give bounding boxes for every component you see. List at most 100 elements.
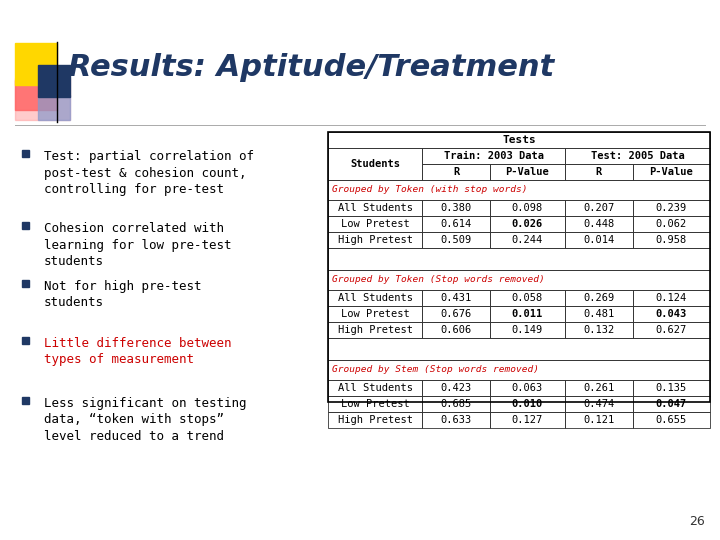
- Bar: [422, 306, 490, 322]
- Text: Not for high pre-test
students: Not for high pre-test students: [44, 280, 202, 309]
- Bar: [422, 216, 490, 232]
- Text: 0.058: 0.058: [512, 293, 543, 303]
- Bar: [328, 232, 422, 248]
- Text: 0.063: 0.063: [512, 383, 543, 393]
- Text: Less significant on testing
data, “token with stops”
level reduced to a trend: Less significant on testing data, “token…: [44, 397, 246, 443]
- Bar: [633, 200, 710, 216]
- Bar: [328, 396, 422, 412]
- Bar: [565, 148, 710, 164]
- Bar: [22, 280, 29, 287]
- Bar: [633, 396, 710, 412]
- Bar: [490, 290, 565, 306]
- Text: 0.121: 0.121: [583, 415, 615, 425]
- Bar: [328, 180, 710, 200]
- Bar: [328, 338, 710, 360]
- Text: 0.633: 0.633: [441, 415, 472, 425]
- Bar: [565, 412, 633, 428]
- Bar: [565, 322, 633, 338]
- Bar: [565, 396, 633, 412]
- Bar: [565, 200, 633, 216]
- Text: Test: 2005 Data: Test: 2005 Data: [590, 151, 685, 161]
- Bar: [490, 216, 565, 232]
- Bar: [490, 164, 565, 180]
- Text: 0.614: 0.614: [441, 219, 472, 229]
- Text: Grouped by Stem (Stop words removed): Grouped by Stem (Stop words removed): [332, 366, 539, 375]
- Bar: [328, 412, 422, 428]
- Bar: [328, 290, 422, 306]
- Text: Low Pretest: Low Pretest: [341, 309, 410, 319]
- Bar: [490, 306, 565, 322]
- Text: High Pretest: High Pretest: [338, 235, 413, 245]
- Bar: [422, 148, 565, 164]
- Text: 0.207: 0.207: [583, 203, 615, 213]
- Bar: [565, 380, 633, 396]
- Text: 0.132: 0.132: [583, 325, 615, 335]
- Bar: [565, 232, 633, 248]
- Bar: [565, 412, 633, 428]
- Bar: [328, 248, 710, 270]
- Text: Test: partial correlation of
post-test & cohesion count,
controlling for pre-tes: Test: partial correlation of post-test &…: [44, 150, 254, 196]
- Bar: [328, 338, 710, 360]
- Text: 0.958: 0.958: [656, 235, 687, 245]
- Text: Grouped by Token (Stop words removed): Grouped by Token (Stop words removed): [332, 275, 545, 285]
- Bar: [15, 78, 70, 120]
- Bar: [422, 396, 490, 412]
- Bar: [22, 337, 29, 344]
- Bar: [633, 412, 710, 428]
- Bar: [490, 396, 565, 412]
- Bar: [633, 200, 710, 216]
- Text: 0.239: 0.239: [656, 203, 687, 213]
- Bar: [328, 132, 710, 402]
- Text: P-Value: P-Value: [649, 167, 693, 177]
- Bar: [490, 164, 565, 180]
- Text: 0.655: 0.655: [656, 415, 687, 425]
- Bar: [633, 322, 710, 338]
- Text: 0.423: 0.423: [441, 383, 472, 393]
- Bar: [633, 290, 710, 306]
- Bar: [490, 396, 565, 412]
- Bar: [328, 290, 422, 306]
- Bar: [328, 380, 422, 396]
- Bar: [490, 290, 565, 306]
- Bar: [422, 232, 490, 248]
- Bar: [565, 216, 633, 232]
- Bar: [328, 200, 422, 216]
- Bar: [633, 216, 710, 232]
- Text: 0.244: 0.244: [512, 235, 543, 245]
- Text: 0.685: 0.685: [441, 399, 472, 409]
- Bar: [422, 232, 490, 248]
- Bar: [328, 270, 710, 290]
- Text: 0.047: 0.047: [656, 399, 687, 409]
- Bar: [633, 412, 710, 428]
- Bar: [422, 380, 490, 396]
- Bar: [490, 200, 565, 216]
- Bar: [633, 232, 710, 248]
- Text: 0.676: 0.676: [441, 309, 472, 319]
- Bar: [490, 232, 565, 248]
- Bar: [490, 232, 565, 248]
- Text: High Pretest: High Pretest: [338, 415, 413, 425]
- Bar: [328, 270, 710, 290]
- Bar: [328, 360, 710, 380]
- Bar: [422, 200, 490, 216]
- Bar: [328, 148, 422, 180]
- Bar: [422, 216, 490, 232]
- Bar: [422, 322, 490, 338]
- Bar: [15, 80, 57, 110]
- Bar: [328, 412, 422, 428]
- Bar: [633, 306, 710, 322]
- Bar: [328, 180, 710, 200]
- Text: 0.135: 0.135: [656, 383, 687, 393]
- Bar: [422, 412, 490, 428]
- Bar: [565, 148, 710, 164]
- Text: 0.481: 0.481: [583, 309, 615, 319]
- Bar: [328, 306, 422, 322]
- Text: 0.043: 0.043: [656, 309, 687, 319]
- Bar: [490, 380, 565, 396]
- Text: P-Value: P-Value: [505, 167, 549, 177]
- Bar: [422, 380, 490, 396]
- Bar: [22, 150, 29, 157]
- Bar: [565, 164, 633, 180]
- Text: All Students: All Students: [338, 203, 413, 213]
- Bar: [633, 322, 710, 338]
